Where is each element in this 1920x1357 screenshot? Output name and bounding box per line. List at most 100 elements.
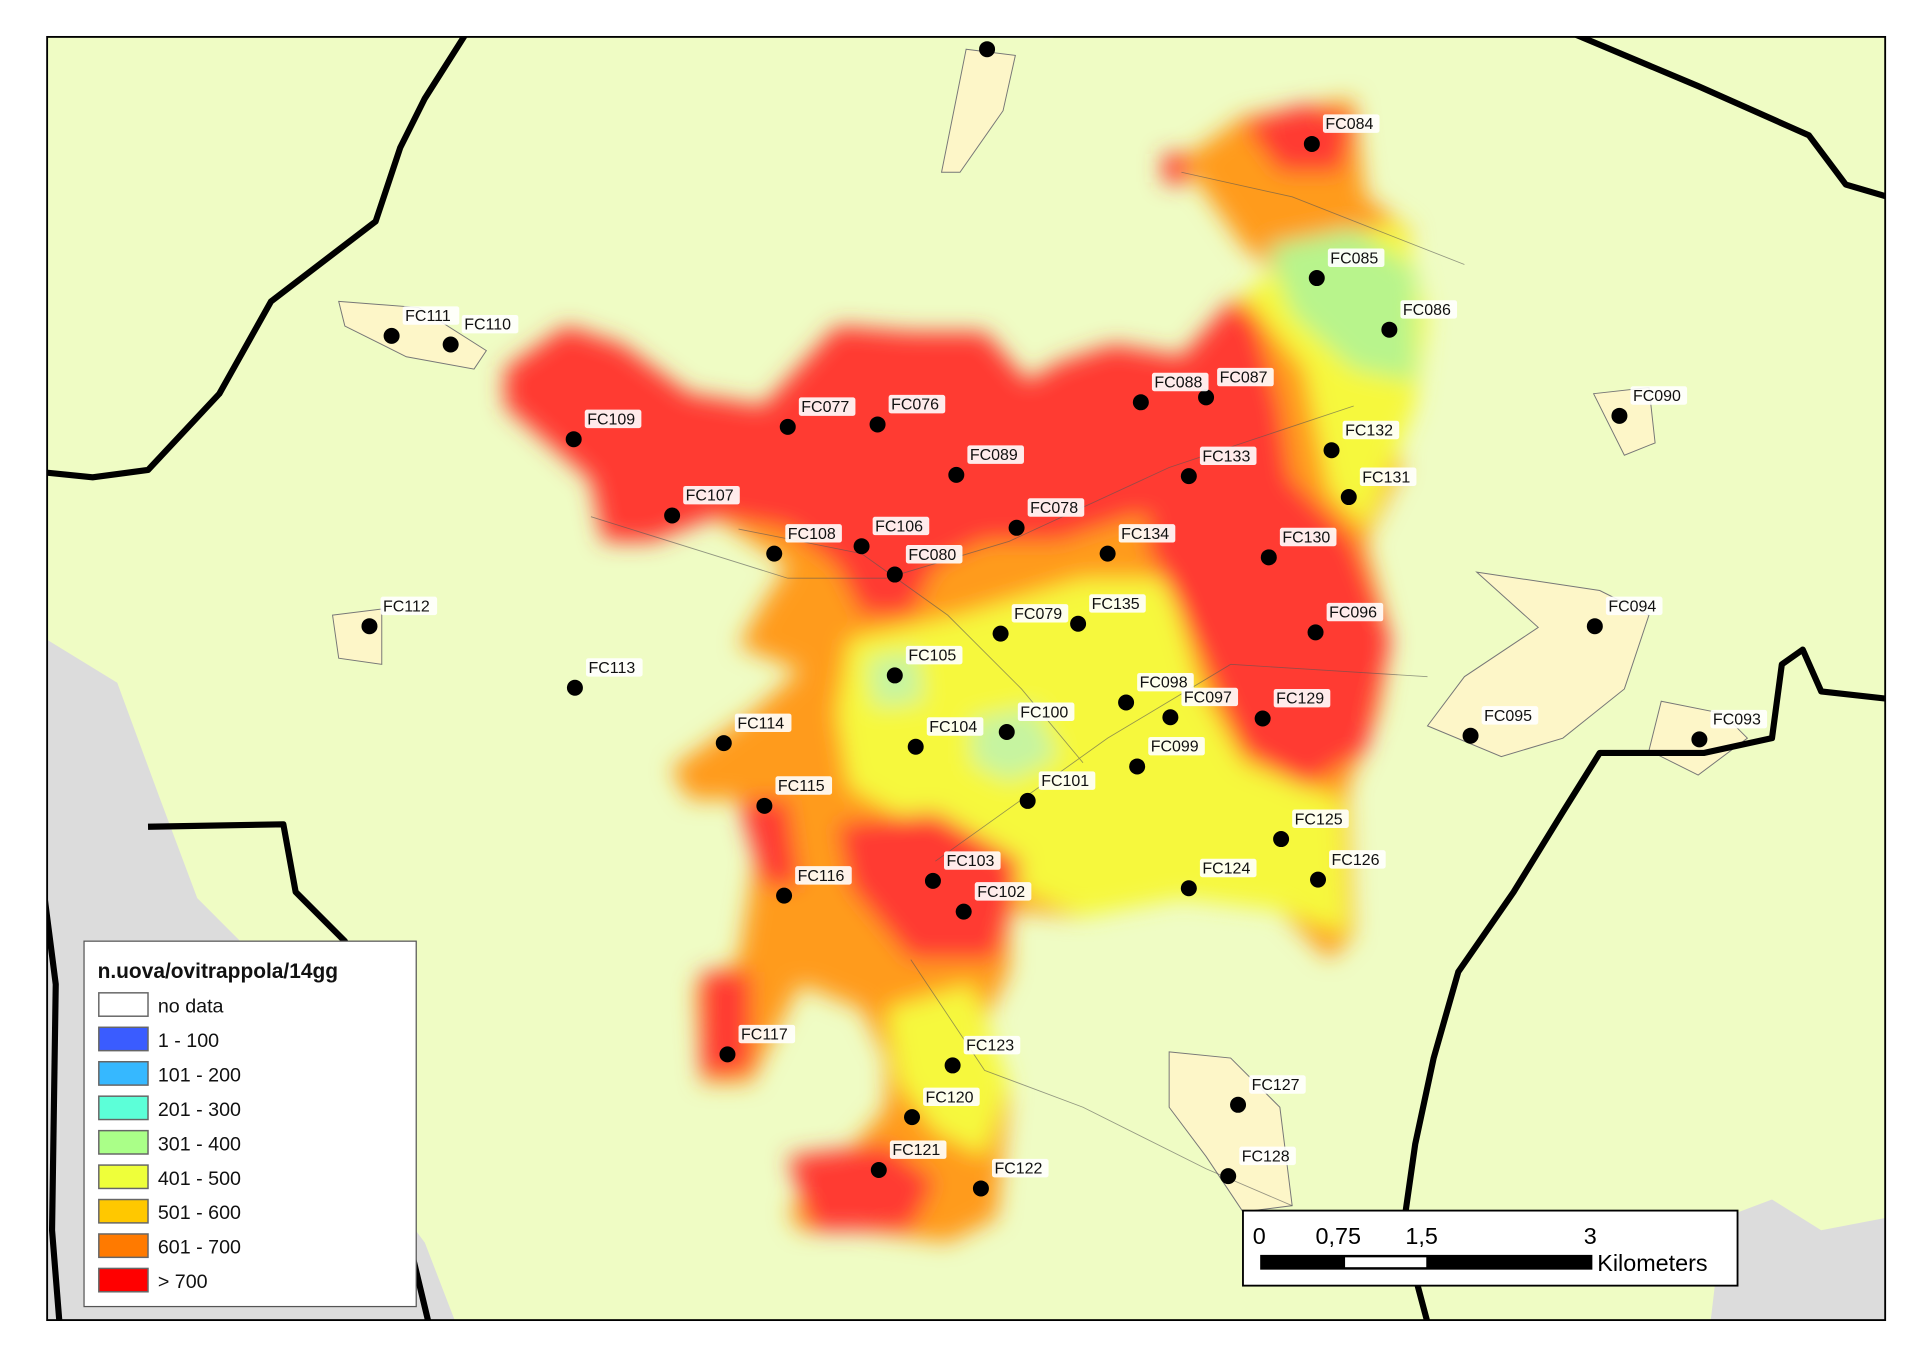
trap-dot: [1254, 710, 1271, 727]
trap-dot: [715, 735, 732, 752]
trap-label: FC135: [1092, 596, 1140, 613]
trap-label: FC096: [1329, 605, 1377, 622]
trap-dot: [1220, 1168, 1237, 1185]
trap-label: FC127: [1252, 1077, 1300, 1094]
scale-tick-0: 0: [1253, 1223, 1266, 1249]
trap-label: FC102: [977, 884, 1025, 901]
trap-dot: [1019, 792, 1036, 809]
trap-dot: [1230, 1096, 1247, 1113]
trap-dot: [955, 903, 972, 920]
scale-bar: 0 0,75 1,5 3 Kilometers: [1242, 1209, 1739, 1287]
trap-label: FC097: [1184, 689, 1232, 706]
legend-label: 1 - 100: [158, 1030, 219, 1052]
trap-fc094: FC094: [1586, 596, 1663, 635]
legend-label: 501 - 600: [158, 1202, 241, 1224]
trap-label: FC110: [464, 317, 511, 334]
trap-fc107: FC107: [664, 485, 740, 524]
trap-fc100: FC100: [998, 702, 1075, 741]
outside-area: [1710, 1199, 1886, 1321]
trap-label: FC114: [737, 715, 784, 732]
trap-dot: [1323, 442, 1340, 459]
trap-dot: [383, 327, 400, 344]
trap-label: FC117: [741, 1027, 788, 1044]
trap-fc112: FC112: [361, 596, 438, 635]
trap-label: FC090: [1633, 388, 1681, 405]
trap-dot: [869, 416, 886, 433]
legend-label: 401 - 500: [158, 1168, 241, 1190]
trap-label: FC083: [1001, 21, 1049, 38]
trap-dot: [998, 724, 1015, 741]
trap-label: FC108: [788, 526, 836, 543]
scale-tick-3: 3: [1584, 1223, 1597, 1249]
legend-label: 301 - 400: [158, 1133, 241, 1155]
trap-dot: [1462, 727, 1479, 744]
trap-fc110: FC110: [442, 314, 519, 353]
trap-fc078: FC078: [1008, 498, 1085, 536]
trap-dot: [566, 679, 583, 696]
trap-dot: [664, 507, 681, 524]
trap-dot: [1308, 270, 1325, 287]
trap-dot: [1132, 394, 1149, 411]
trap-dot: [1118, 694, 1135, 711]
trap-label: FC123: [966, 1038, 1014, 1055]
trap-label: FC113: [588, 660, 635, 677]
trap-dot: [924, 872, 941, 889]
trap-fc093: FC093: [1691, 709, 1768, 748]
trap-dot: [1180, 468, 1197, 485]
trap-dot: [1070, 615, 1087, 632]
legend-swatch: [98, 1129, 149, 1155]
trap-fc085: FC085: [1308, 248, 1385, 287]
trap-fc106: FC106: [853, 516, 930, 555]
trap-label: FC109: [587, 411, 635, 428]
trap-dot: [948, 466, 965, 483]
trap-fc108: FC108: [766, 524, 842, 562]
trap-dot: [1198, 389, 1215, 406]
legend-label: 601 - 700: [158, 1237, 241, 1259]
trap-label: FC095: [1484, 708, 1532, 725]
trap-fc090: FC090: [1611, 386, 1688, 424]
trap-fc114: FC114: [715, 713, 792, 752]
legend-swatch: [98, 1267, 149, 1293]
trap-dot: [972, 1180, 989, 1197]
trap-label: FC085: [1330, 250, 1378, 267]
trap-fc096: FC096: [1307, 602, 1384, 641]
trap-dot: [361, 618, 378, 635]
trap-label: FC106: [875, 518, 923, 535]
trap-fc095: FC095: [1462, 706, 1539, 744]
trap-label: FC130: [1282, 530, 1330, 547]
trap-fc132: FC132: [1323, 420, 1400, 459]
trap-fc098: FC098: [1118, 672, 1194, 711]
trap-fc135: FC135: [1070, 594, 1146, 632]
trap-fc123: FC123: [944, 1035, 1021, 1074]
trap-label: FC077: [801, 399, 849, 416]
legend-swatch: [98, 1233, 149, 1259]
trap-dot: [907, 738, 924, 755]
scale-tick-1: 0,75: [1316, 1223, 1361, 1249]
trap-fc102: FC102: [955, 882, 1032, 920]
trap-dot: [1307, 624, 1324, 641]
trap-fc101: FC101: [1019, 771, 1096, 809]
trap-fc134: FC134: [1099, 524, 1176, 562]
trap-fc109: FC109: [565, 409, 642, 448]
trap-dot: [776, 887, 793, 904]
trap-label: FC134: [1121, 526, 1169, 543]
trap-fc080: FC080: [886, 545, 963, 583]
trap-label: FC121: [892, 1142, 940, 1159]
trap-fc117: FC117: [719, 1024, 796, 1063]
trap-dot: [1340, 489, 1357, 506]
trap-label: FC128: [1242, 1148, 1290, 1165]
trap-label: FC089: [970, 447, 1018, 464]
trap-label: FC131: [1362, 469, 1410, 486]
map-frame: [46, 35, 1887, 1322]
trap-fc116: FC116: [776, 866, 852, 904]
trap-dot: [1008, 519, 1025, 536]
trap-label: FC086: [1403, 302, 1451, 319]
trap-fc099: FC099: [1129, 736, 1205, 775]
trap-fc127: FC127: [1230, 1075, 1306, 1113]
trap-label: FC122: [994, 1161, 1042, 1178]
trap-fc079: FC079: [992, 604, 1069, 642]
trap-label: FC104: [929, 719, 977, 736]
trap-dot: [992, 625, 1009, 642]
trap-label: FC111: [405, 308, 451, 325]
trap-dot: [719, 1046, 736, 1063]
